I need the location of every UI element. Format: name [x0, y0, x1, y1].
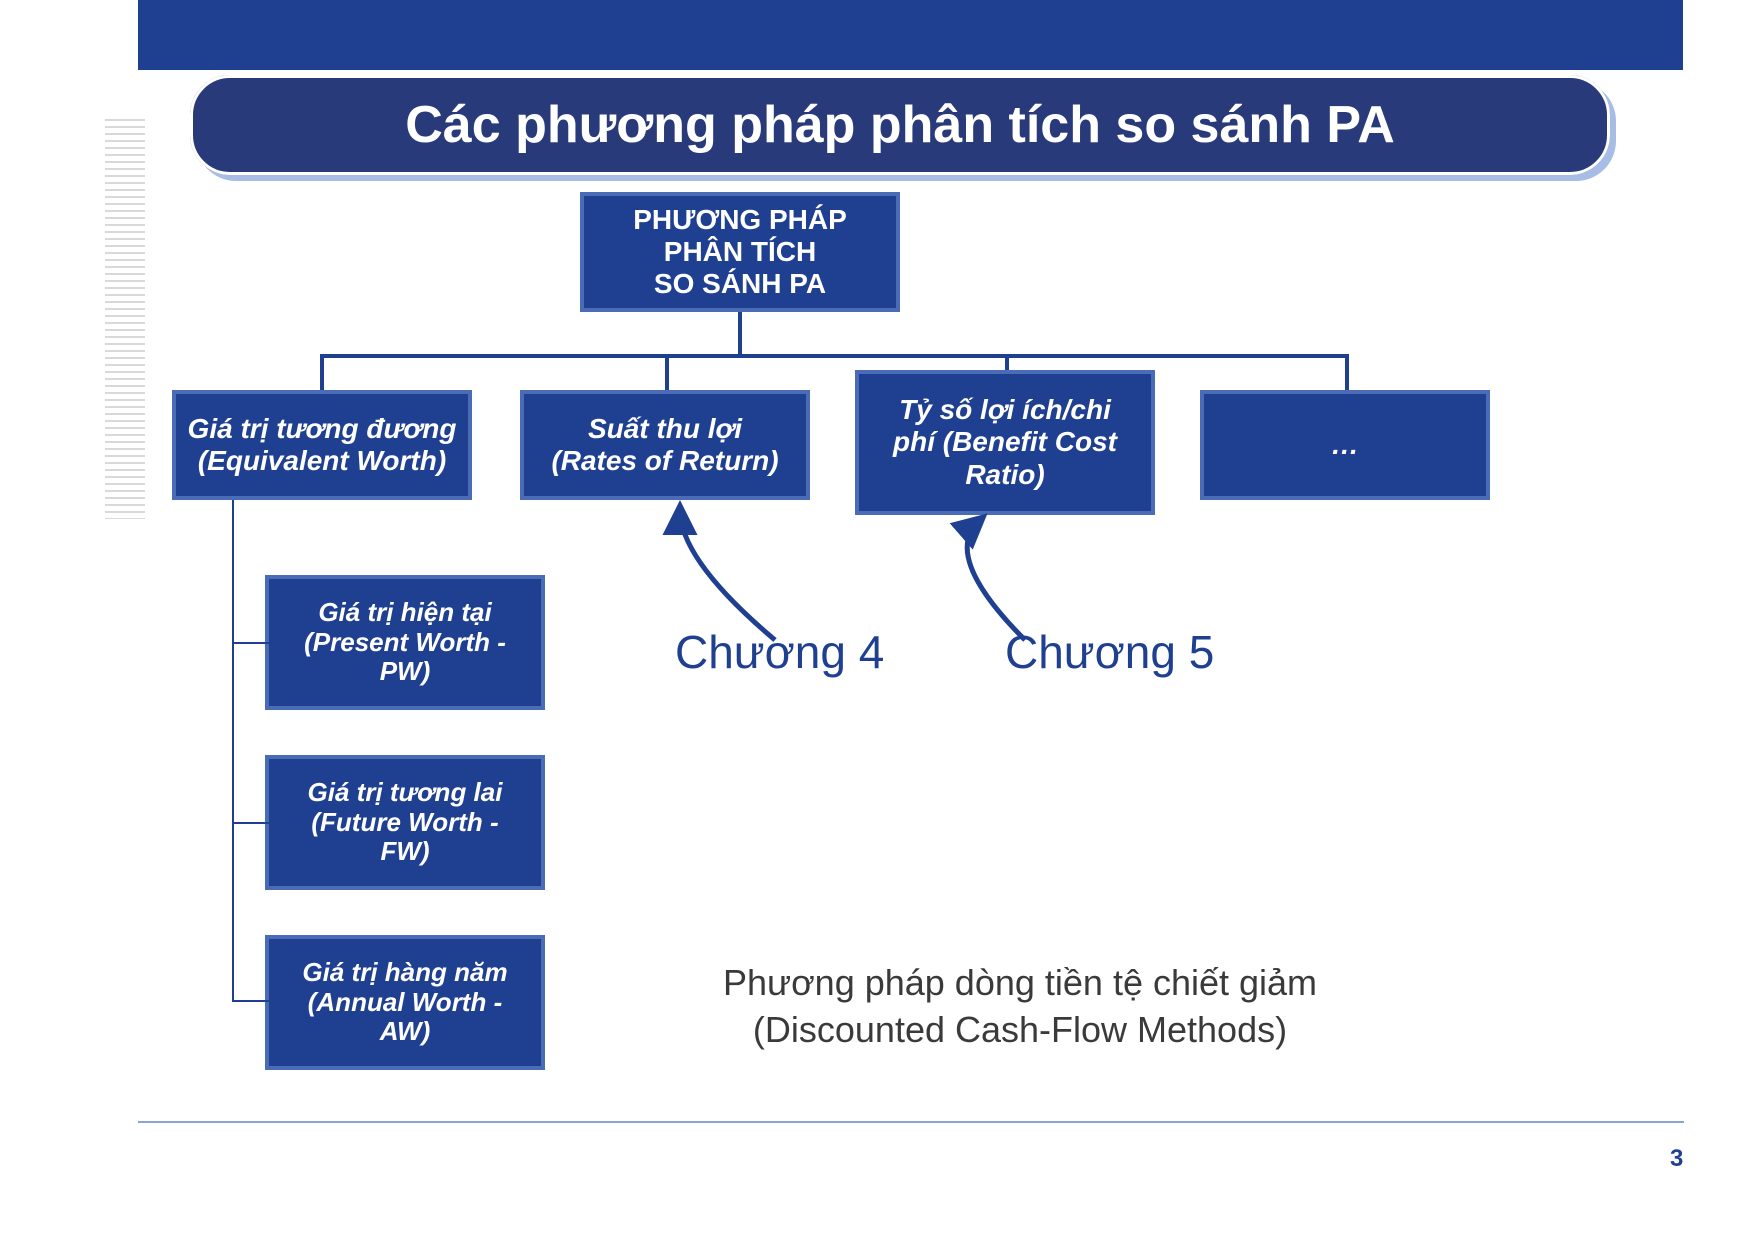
tree-b1-down-line	[320, 354, 324, 390]
branch-rates-of-return: Suất thu lợi (Rates of Return)	[520, 390, 810, 500]
leaf-annual-worth: Giá trị hàng năm (Annual Worth - AW)	[265, 935, 545, 1070]
footnote: Phương pháp dòng tiền tệ chiết giảm (Dis…	[570, 960, 1470, 1054]
top-bar-deco	[138, 0, 1683, 70]
leaf-l3-line2: (Annual Worth -	[308, 988, 502, 1018]
page-number: 3	[1670, 1145, 1683, 1173]
leaf-present-worth: Giá trị hiện tại (Present Worth - PW)	[265, 575, 545, 710]
leaf-l2-line3: FW)	[380, 837, 429, 867]
slide-title-text: Các phương pháp phân tích so sánh PA	[405, 95, 1395, 155]
leaf-l1-line3: PW)	[380, 657, 431, 687]
branch-b3-line3: Ratio)	[965, 459, 1044, 491]
branch-b3-line1: Tỷ số lợi ích/chi	[899, 394, 1111, 426]
branch-b1-line2: (Equivalent Worth)	[198, 445, 446, 477]
chapter-5-label: Chương 5	[1005, 625, 1214, 679]
leaf-l3-line3: AW)	[380, 1017, 431, 1047]
leaf-l3-line1: Giá trị hàng năm	[302, 958, 507, 988]
tree-root-down-line	[738, 312, 742, 354]
slide: Các phương pháp phân tích so sánh PA PHƯ…	[0, 0, 1754, 1240]
footnote-line1: Phương pháp dòng tiền tệ chiết giảm	[570, 960, 1470, 1007]
root-line2: PHÂN TÍCH	[664, 236, 816, 268]
branch-b3-line2: phí (Benefit Cost	[893, 426, 1117, 458]
bottom-rule	[138, 1121, 1684, 1123]
arrow-to-branch-b2	[680, 510, 775, 640]
branch-b2-line2: (Rates of Return)	[551, 445, 778, 477]
slide-title: Các phương pháp phân tích so sánh PA	[190, 75, 1610, 175]
leaf-l2-tick-line	[232, 822, 269, 824]
leaf-l2-line2: (Future Worth -	[311, 808, 498, 838]
left-stripe-deco	[105, 119, 145, 519]
leaf-spine-line	[232, 500, 234, 1000]
leaf-future-worth: Giá trị tương lai (Future Worth - FW)	[265, 755, 545, 890]
root-node: PHƯƠNG PHÁP PHÂN TÍCH SO SÁNH PA	[580, 192, 900, 312]
tree-b2-down-line	[665, 354, 669, 390]
branch-ellipsis: …	[1200, 390, 1490, 500]
leaf-l1-line2: (Present Worth -	[304, 628, 506, 658]
leaf-l1-line1: Giá trị hiện tại	[318, 598, 491, 628]
branch-b4-line1: …	[1331, 429, 1359, 461]
root-line3: SO SÁNH PA	[654, 268, 826, 300]
leaf-l3-tick-line	[232, 1000, 269, 1002]
root-line1: PHƯƠNG PHÁP	[633, 204, 847, 236]
tree-b4-down-line	[1345, 354, 1349, 390]
branch-benefit-cost-ratio: Tỷ số lợi ích/chi phí (Benefit Cost Rati…	[855, 370, 1155, 515]
footnote-line2: (Discounted Cash-Flow Methods)	[570, 1007, 1470, 1054]
branch-equivalent-worth: Giá trị tương đương (Equivalent Worth)	[172, 390, 472, 500]
branch-b2-line1: Suất thu lợi	[588, 413, 742, 445]
tree-horizontal-bar	[320, 354, 1349, 358]
arrows-svg	[0, 0, 1754, 1240]
leaf-l1-tick-line	[232, 642, 269, 644]
tree-b3-down-line	[1005, 354, 1009, 370]
branch-b1-line1: Giá trị tương đương	[188, 413, 457, 445]
chapter-4-label: Chương 4	[675, 625, 884, 679]
arrow-to-branch-b3	[967, 520, 1025, 640]
leaf-l2-line1: Giá trị tương lai	[308, 778, 503, 808]
